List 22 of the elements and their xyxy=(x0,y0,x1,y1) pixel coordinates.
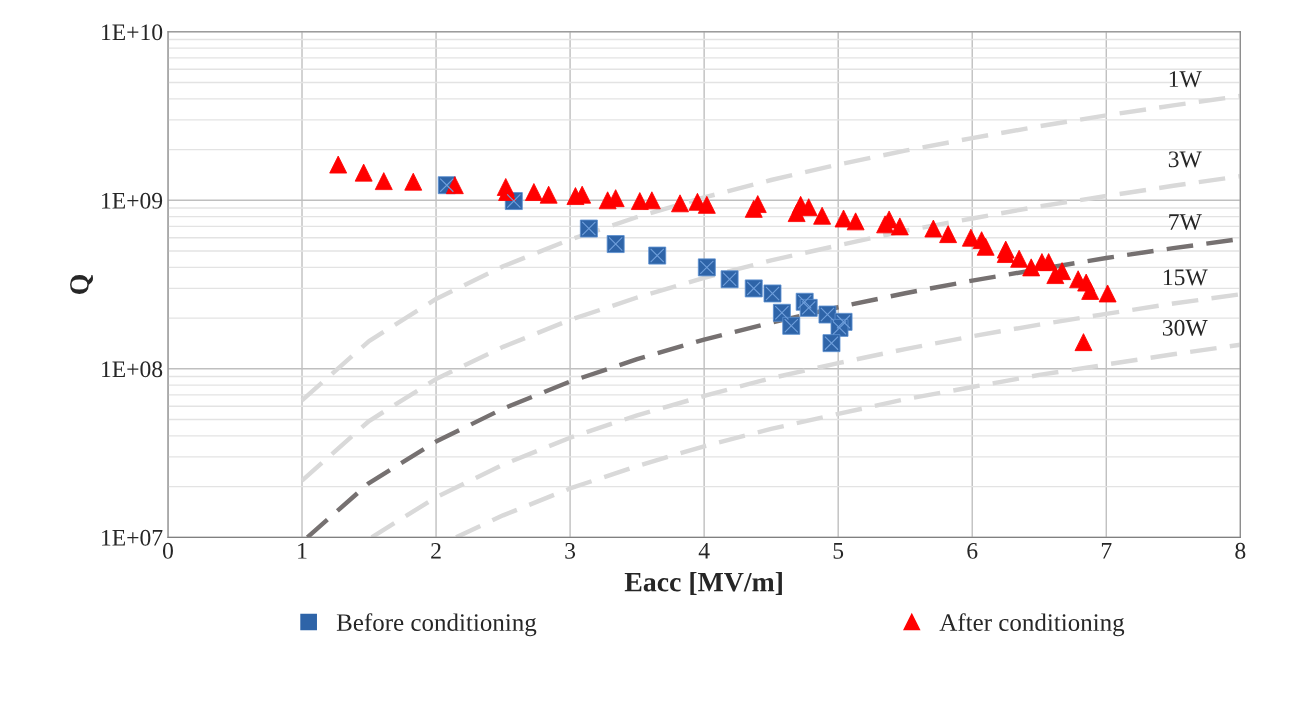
x-tick-label: 4 xyxy=(698,543,710,559)
legend-label: After conditioning xyxy=(939,613,1125,637)
x-axis-title: Eacc [MV/m] xyxy=(624,571,782,595)
y-axis-title: Q xyxy=(70,274,93,295)
x-tick-label: 0 xyxy=(162,542,173,559)
y-tick-label: 1E+07 xyxy=(102,529,163,546)
x-tick-label: 7 xyxy=(1101,543,1112,559)
x-tick-label: 6 xyxy=(967,542,978,559)
y-tick-label: 1E+09 xyxy=(102,192,163,209)
series-label: 3W xyxy=(1168,151,1202,168)
y-tick-label: 1E+08 xyxy=(102,361,163,378)
series-label: 7W xyxy=(1169,214,1202,231)
x-tick-label: 3 xyxy=(565,542,576,559)
x-tick-label: 5 xyxy=(833,543,844,559)
x-tick-label: 1 xyxy=(298,542,307,559)
series-label: 1W xyxy=(1169,71,1202,88)
x-tick-label: 8 xyxy=(1235,542,1246,559)
x-tick-label: 2 xyxy=(431,542,441,559)
series-label: 15W xyxy=(1163,269,1208,286)
series-label: 30W xyxy=(1162,319,1208,336)
y-tick-label: 1E+10 xyxy=(102,24,163,41)
legend-label: Before conditioning xyxy=(336,613,537,637)
